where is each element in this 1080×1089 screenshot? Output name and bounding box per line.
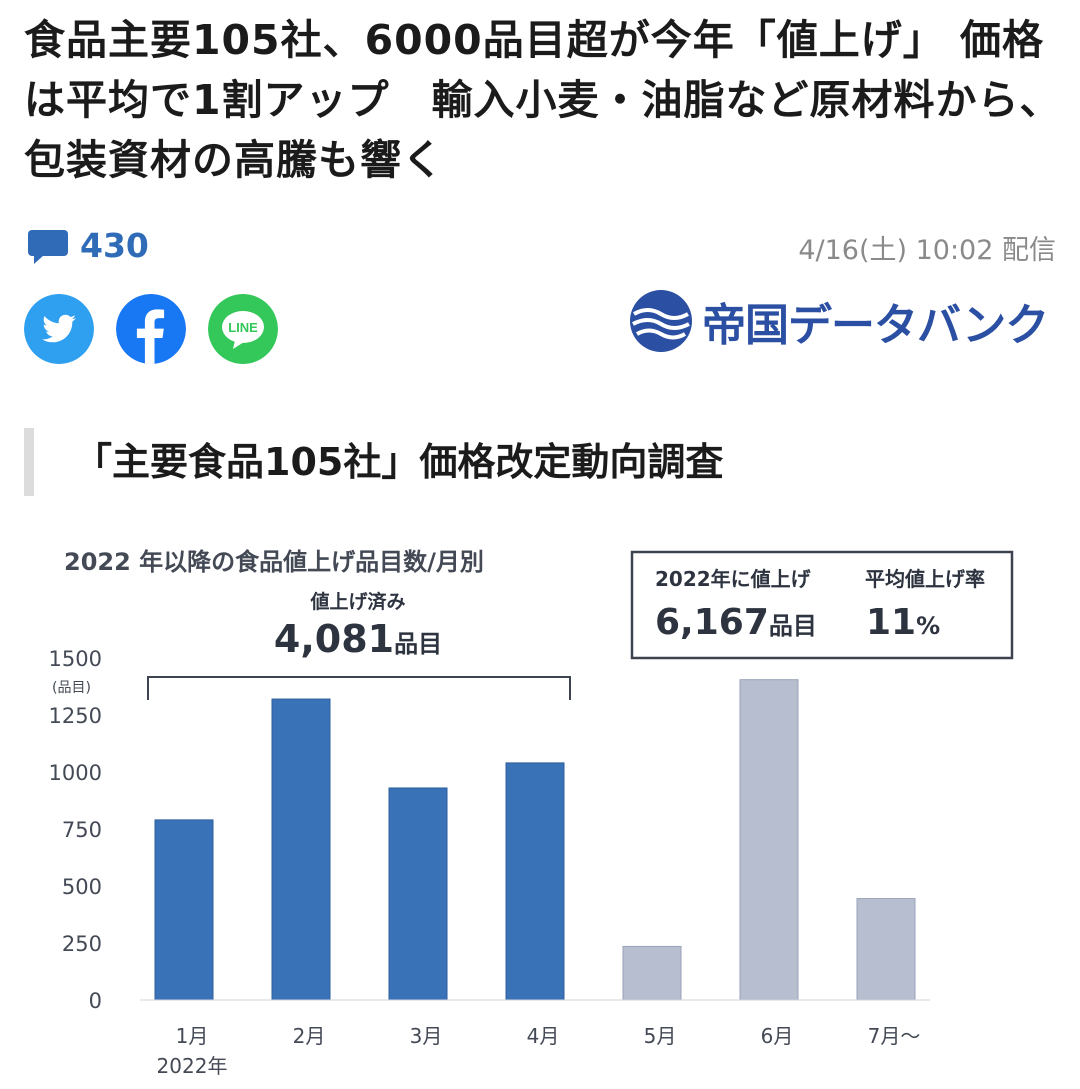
comment-icon [28,230,68,264]
x-axis-labels: 1月 2月 3月 4月 5月 6月 7月～ [176,1024,921,1048]
x-tick-label: 7月～ [868,1024,921,1048]
x-tick-label: 5月 [644,1024,677,1048]
bracket-value: 4,081 [274,617,394,661]
share-buttons: LINE [24,294,300,364]
bar-7 [856,898,916,1001]
y-tick-label: 250 [62,932,102,956]
y-tick-label: 500 [62,875,102,899]
x-tick-label: 4月 [527,1024,560,1048]
section-title: 「主要食品105社」価格改定動向調査 [74,440,724,484]
y-tick-label: 0 [89,989,102,1013]
summary-box: 2022年に値上げ 6,167品目 平均値上げ率 11% [630,550,1014,660]
line-icon[interactable]: LINE [208,294,278,364]
summary-rate-value: 11 [866,602,916,643]
twitter-icon[interactable] [24,294,94,364]
bracket-line [147,676,571,700]
bar-5 [622,945,682,1001]
summary-total-label: 2022年に値上げ [655,567,812,591]
summary-total: 6,167品目 [655,602,817,643]
x-tick-label: 3月 [410,1024,443,1048]
bar-3 [388,787,448,1001]
price-increase-chart: 2022 年以降の食品値上げ品目数/月別 2022年に値上げ 6,167品目 平… [49,548,1014,1078]
article-meta: 430 4/16(土) 10:02 配信 [26,226,1056,270]
y-tick-label: 750 [62,818,102,842]
summary-total-unit: 品目 [769,612,817,640]
publish-date: 4/16(土) 10:02 配信 [798,235,1056,266]
y-tick-label: 1000 [49,761,102,785]
x-tick-label: 2月 [293,1024,326,1048]
article-headline: 食品主要105社、6000品目超が今年「値上げ」 価格は平均で1割アップ 輸入小… [24,16,1062,184]
y-axis-ticks: 0 250 500 750 1000 1250 1500 [49,647,102,1013]
bar-4 [505,762,565,1001]
summary-rate: 11% [866,602,940,643]
source-name: 帝国データバンク [702,300,1049,351]
line-label: LINE [228,320,258,335]
y-tick-label: 1500 [49,647,102,671]
bar-2 [271,698,331,1001]
bracket-unit: 品目 [394,630,442,658]
comment-link[interactable]: 430 [26,226,149,266]
summary-total-value: 6,167 [655,602,769,643]
section-header: 「主要食品105社」価格改定動向調査 [24,428,723,496]
x-tick-label: 6月 [761,1024,794,1048]
summary-rate-unit: % [916,612,940,640]
bracket-label: 値上げ済み [309,590,405,613]
x-tick-label: 1月 [176,1024,209,1048]
x-axis-year-label: 2022年 [157,1054,228,1078]
y-tick-label: 1250 [49,704,102,728]
comment-count: 430 [80,226,149,265]
bar-1 [154,819,214,1001]
bars [154,679,916,1001]
done-bracket: 値上げ済み 4,081品目 [147,590,571,700]
globe-wave-icon [630,290,692,352]
bracket-total: 4,081品目 [274,617,442,661]
chart-title: 2022 年以降の食品値上げ品目数/月別 [64,548,484,576]
facebook-icon[interactable] [116,294,186,364]
bar-6 [739,679,799,1001]
source-logo: 帝国データバンク [628,288,1049,354]
summary-rate-label: 平均値上げ率 [865,567,985,591]
y-axis-unit: (品目) [52,680,91,696]
